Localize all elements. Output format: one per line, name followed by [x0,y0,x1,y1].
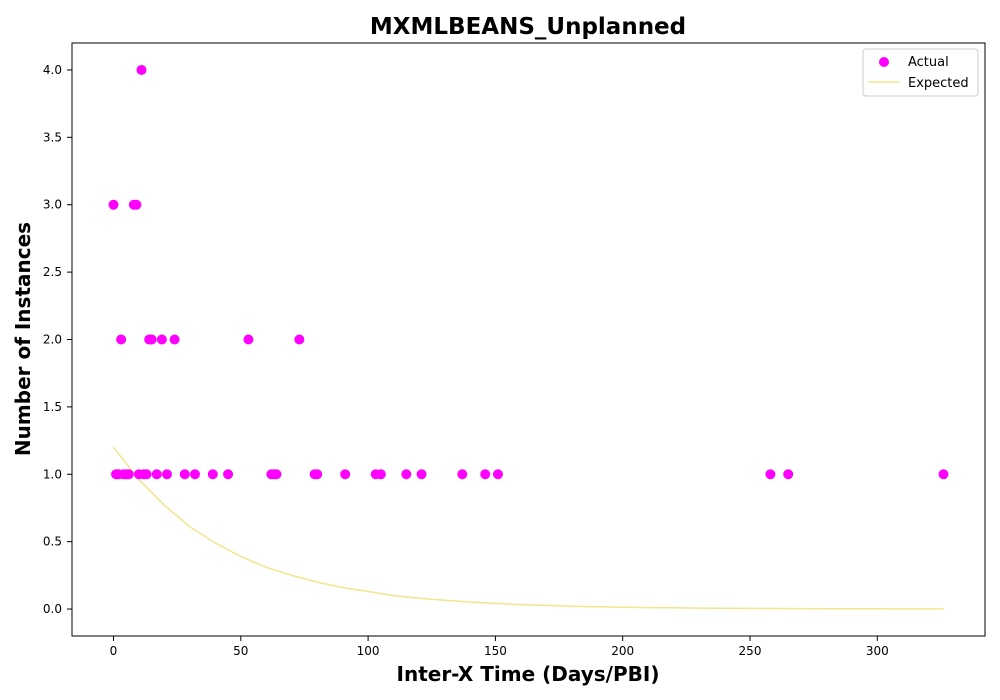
actual-point [108,199,119,210]
actual-point [401,469,412,480]
actual-point [116,334,127,345]
actual-point [156,334,167,345]
y-tick-label: 2.5 [43,265,62,279]
actual-point [271,469,282,480]
actual-point [312,469,323,480]
actual-point [207,469,218,480]
actual-point [169,334,180,345]
chart-title: MXMLBEANS_Unplanned [370,14,686,40]
legend-actual-label: Actual [908,55,949,70]
y-axis-label: Number of Instances [11,222,35,456]
y-tick-label: 4.0 [43,63,62,77]
plot-frame [71,42,986,637]
y-tick-label: 1.5 [43,400,62,414]
x-tick-label: 250 [739,644,762,658]
plot-area: 0 50 100 150 200 250 300 0.0 0.5 1.0 1.5 2.0 2.5 3.0 3… [43,42,986,658]
y-tick-label: 1.0 [43,467,62,481]
legend-actual-marker [879,57,889,67]
actual-point [480,469,491,480]
actual-point [146,334,157,345]
legend: Actual Expected [862,48,979,97]
actual-point [416,469,427,480]
y-tick-label: 0.5 [43,535,62,549]
actual-point [783,469,794,480]
actual-point [294,334,305,345]
actual-point [141,469,152,480]
actual-point [340,469,351,480]
actual-point [189,469,200,480]
actual-point [457,469,468,480]
y-tick-label: 3.5 [43,130,62,144]
x-tick-label: 0 [110,644,118,658]
legend-expected-label: Expected [908,76,969,91]
y-tick-label: 3.0 [43,198,62,212]
actual-point [492,469,503,480]
actual-point [243,334,254,345]
x-tick-label: 50 [233,644,248,658]
actual-point [161,469,172,480]
actual-point [375,469,386,480]
actual-point [123,469,134,480]
actual-point [179,469,190,480]
actual-point [131,199,142,210]
y-tick-label: 0.0 [43,602,62,616]
x-tick-label: 100 [357,644,380,658]
x-tick-label: 150 [484,644,507,658]
actual-point [223,469,234,480]
actual-point [765,469,776,480]
actual-point [938,469,949,480]
y-tick-label: 2.0 [43,333,62,347]
legend-box [862,48,979,97]
x-tick-label: 300 [866,644,889,658]
expected-line [112,446,944,610]
x-axis-label: Inter-X Time (Days/PBI) [397,662,660,686]
x-tick-label: 200 [611,644,634,658]
actual-point [136,64,147,75]
actual-point [151,469,162,480]
